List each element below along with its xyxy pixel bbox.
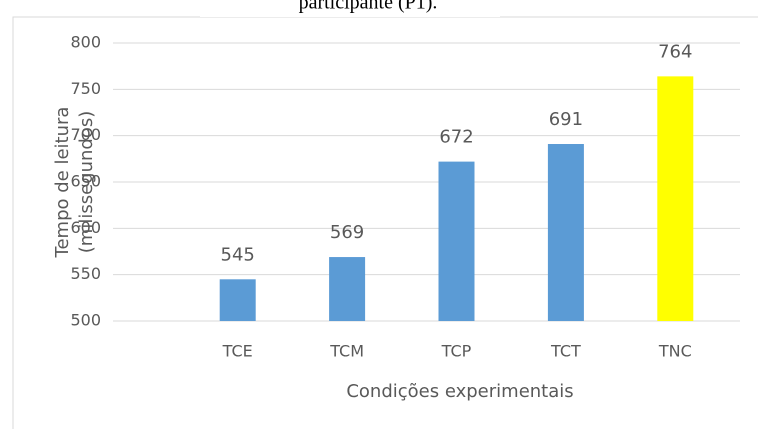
data-label: 672 [439, 127, 473, 148]
bar [438, 161, 475, 321]
x-tick-label: TCP [441, 342, 472, 361]
x-tick-label: TCM [329, 342, 364, 361]
y-axis-label: (milissegundos) [76, 111, 97, 253]
y-tick-label: 800 [70, 33, 101, 52]
bar [219, 279, 256, 321]
x-tick-label: TCT [550, 342, 581, 361]
y-axis-label: Tempo de leitura [52, 107, 73, 259]
chart-title: participante (P1). [299, 0, 438, 14]
chart-border [12, 16, 758, 429]
x-axis-label: Condições experimentais [346, 381, 573, 402]
bar [547, 144, 584, 321]
y-tick-label: 750 [70, 79, 101, 98]
y-tick-label: 550 [70, 264, 101, 283]
x-tick-label: TNC [658, 342, 692, 361]
data-label: 545 [221, 244, 255, 265]
bar [657, 76, 694, 321]
x-tick-label: TCE [222, 342, 253, 361]
y-tick-label: 650 [70, 172, 101, 191]
data-label: 764 [658, 41, 692, 62]
y-tick-label: 500 [70, 311, 101, 330]
data-label: 691 [549, 109, 583, 130]
title-backdrop [200, 0, 500, 17]
y-tick-label: 700 [70, 125, 101, 144]
data-label: 569 [330, 222, 364, 243]
y-tick-label: 600 [70, 218, 101, 237]
bar [329, 257, 366, 321]
